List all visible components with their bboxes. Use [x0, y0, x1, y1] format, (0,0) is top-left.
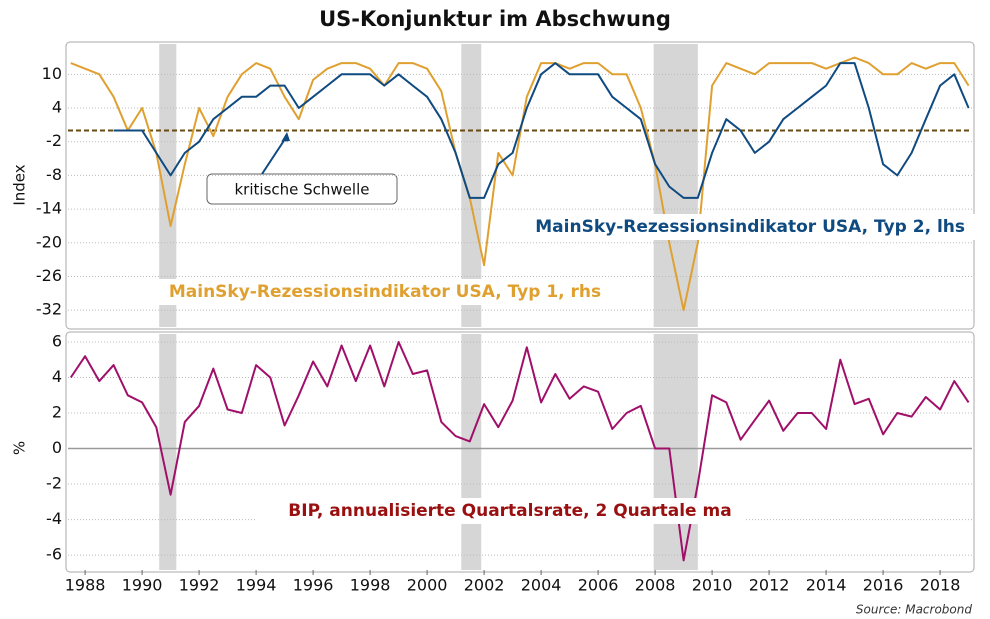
- x-tick-label: 2016: [863, 576, 904, 595]
- x-tick-label: 2014: [806, 576, 847, 595]
- y-tick-label: -8: [46, 165, 62, 184]
- y-tick-label: -2: [46, 474, 62, 493]
- y-tick-label: 2: [52, 403, 62, 422]
- y-tick-label: -6: [46, 545, 62, 564]
- y-axis-label: Index: [11, 164, 29, 205]
- label-bg: [255, 498, 745, 524]
- x-tick-label: 2008: [635, 576, 676, 595]
- chart-title: US-Konjunktur im Abschwung: [319, 7, 671, 31]
- x-tick-label: 2002: [464, 576, 505, 595]
- label-bg: [495, 214, 985, 240]
- y-axis-label: %: [11, 441, 29, 455]
- x-tick-label: 2000: [407, 576, 448, 595]
- x-tick-label: 1998: [350, 576, 391, 595]
- y-tick-label: -32: [36, 300, 62, 319]
- y-tick-label: 0: [52, 438, 62, 457]
- recession-band: [159, 334, 177, 570]
- recession-band: [159, 44, 177, 327]
- x-tick-label: 2018: [920, 576, 961, 595]
- annotation-box: [206, 173, 398, 205]
- annotation: kritische Schwelle: [235, 181, 370, 199]
- y-tick-label: 4: [52, 367, 62, 386]
- recession-band: [461, 44, 482, 327]
- x-tick-label: 1994: [236, 576, 277, 595]
- y-tick-label: 6: [52, 331, 62, 350]
- x-tick-label: 1990: [122, 576, 163, 595]
- series-line: [70, 56, 970, 312]
- top-frame: [65, 41, 975, 330]
- y-tick-label: -26: [36, 266, 62, 285]
- series-label: MainSky-Rezessionsindikator USA, Typ 2, …: [535, 217, 965, 237]
- label-bg: [130, 279, 620, 305]
- x-tick-label: 1996: [293, 576, 334, 595]
- source: Source: Macrobond: [856, 603, 972, 617]
- x-tick-label: 2012: [749, 576, 790, 595]
- series-label: MainSky-Rezessionsindikator USA, Typ 1, …: [169, 282, 601, 302]
- y-tick-label: 4: [52, 98, 62, 117]
- series-line: [113, 62, 970, 199]
- y-tick-label: -4: [46, 509, 62, 528]
- x-tick-label: 2004: [521, 576, 562, 595]
- y-tick-label: -14: [36, 199, 62, 218]
- recession-band: [653, 334, 698, 570]
- recession-band: [461, 334, 482, 570]
- arrow-head: [281, 132, 290, 142]
- x-tick-label: 1992: [179, 576, 220, 595]
- y-tick-label: -20: [36, 232, 62, 251]
- series-label: BIP, annualisierte Quartalsrate, 2 Quart…: [288, 501, 731, 521]
- x-tick-label: 1988: [65, 576, 106, 595]
- y-tick-label: -2: [46, 131, 62, 150]
- recession-band: [653, 44, 698, 327]
- annotation-arrow: [261, 135, 288, 175]
- series-line: [69, 341, 970, 562]
- y-tick-label: 10: [42, 64, 62, 83]
- x-tick-label: 2010: [692, 576, 733, 595]
- x-tick-label: 2006: [578, 576, 619, 595]
- bottom-frame: [65, 331, 975, 573]
